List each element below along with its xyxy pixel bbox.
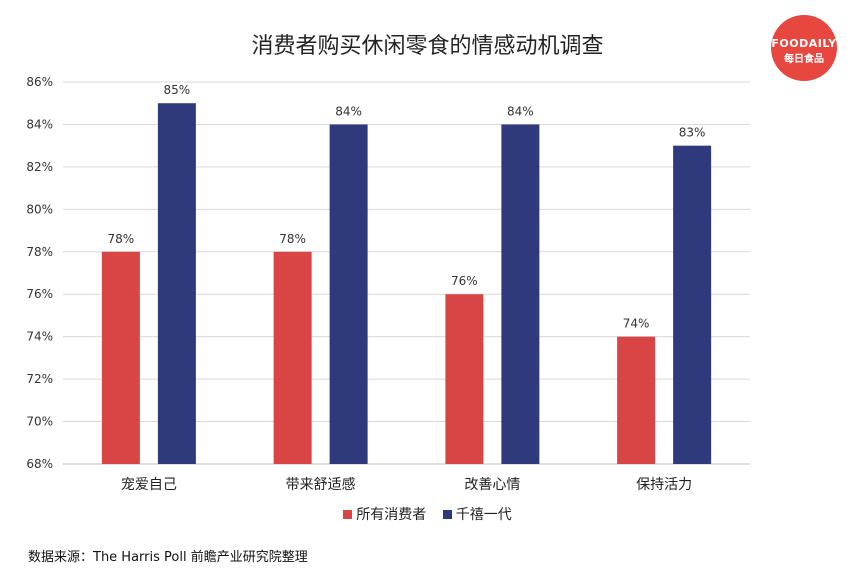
y-tick-label: 80%	[26, 202, 53, 216]
x-category-label: 保持活力	[636, 477, 692, 493]
bar-all-consumers	[101, 251, 140, 464]
bar-all-consumers	[445, 294, 484, 464]
y-tick-label: 84%	[26, 117, 53, 131]
data-label: 74%	[623, 317, 650, 331]
legend-swatch-all-consumers	[343, 509, 353, 519]
x-category-label: 宠爱自己	[121, 477, 177, 493]
legend-item-millennials: 千禧一代	[442, 504, 512, 524]
y-tick-label: 68%	[26, 457, 53, 471]
bar-all-consumers	[617, 336, 656, 464]
legend-label-millennials: 千禧一代	[455, 507, 512, 523]
y-tick-label: 72%	[26, 372, 53, 386]
y-tick-label: 82%	[26, 160, 53, 174]
bar-millennials	[501, 124, 540, 464]
legend-swatch-millennials	[442, 509, 452, 519]
x-category-label: 带来舒适感	[286, 476, 356, 493]
bar-chart: 68% 70% 72% 74% 76% 78% 80% 82% 84% 86% 78% 85% 宠爱自己…	[26, 75, 750, 493]
data-label: 83%	[679, 126, 706, 140]
y-tick-label: 86%	[26, 75, 53, 89]
data-label: 78%	[108, 232, 135, 246]
y-tick-label: 76%	[26, 287, 53, 301]
bar-all-consumers	[273, 251, 312, 464]
y-tick-label: 70%	[26, 415, 53, 429]
data-label: 85%	[164, 83, 191, 97]
data-label: 84%	[335, 104, 362, 118]
chart-title: 消费者购买休闲零食的情感动机调查	[251, 34, 604, 59]
bar-millennials	[157, 103, 196, 464]
foodaily-logo: FOODAILY 每日食品	[771, 15, 837, 81]
data-label: 78%	[279, 232, 306, 246]
logo-text-cn: 每日食品	[784, 54, 824, 65]
data-source-note: 数据来源：The Harris Poll 前瞻产业研究院整理	[28, 550, 308, 565]
y-tick-label: 78%	[26, 245, 53, 259]
data-label: 76%	[451, 274, 478, 288]
x-category-label: 改善心情	[464, 477, 520, 493]
y-tick-label: 74%	[26, 330, 53, 344]
bar-millennials	[673, 145, 712, 464]
logo-text-en: FOODAILY	[771, 37, 837, 50]
legend-label-all-consumers: 所有消费者	[356, 507, 427, 523]
legend: 所有消费者 千禧一代	[0, 504, 855, 524]
data-label: 84%	[507, 104, 534, 118]
legend-item-all-consumers: 所有消费者	[343, 504, 426, 524]
bar-millennials	[329, 124, 368, 464]
